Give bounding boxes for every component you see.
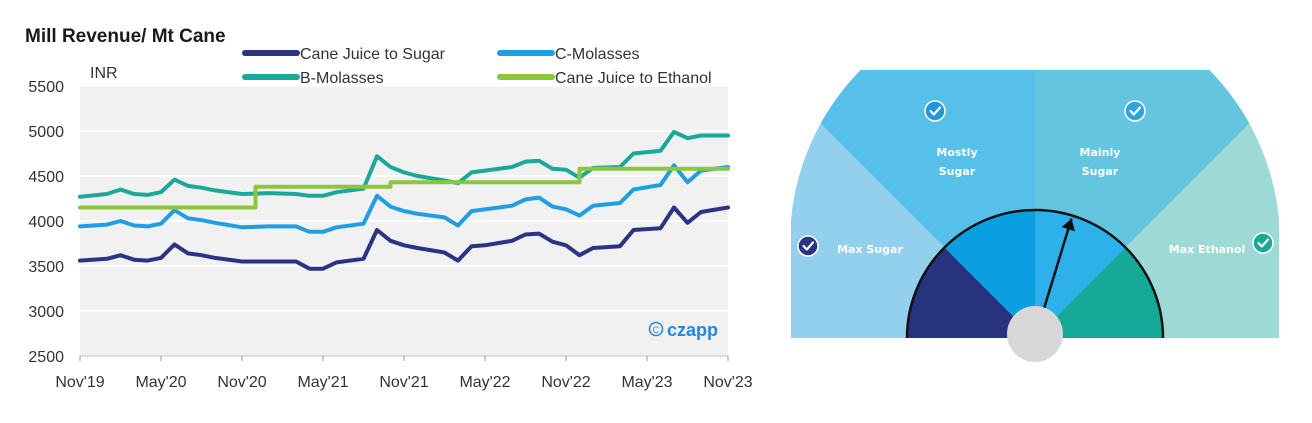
series-line-2	[78, 163, 730, 234]
x-tick-label: May'21	[297, 374, 348, 391]
gauge-dial-wedge	[944, 210, 1035, 338]
gauge-dial-wedge	[907, 247, 1035, 338]
mill-revenue-chart: Mill Revenue/ Mt Cane 2500 3000 3500 4000 45…	[25, 26, 753, 391]
legend-label: C-Molasses	[555, 46, 639, 63]
gauge-segment-label: Max Ethanol	[1169, 243, 1245, 256]
x-tick-label: Nov'21	[379, 374, 428, 391]
operating-mode-gauge: czapp Max SugarMostlySugarMainlySugarMax…	[791, 70, 1279, 362]
x-tick-label: Nov'20	[217, 374, 266, 391]
x-tick-label: May'20	[135, 374, 186, 391]
y-tick-label: 5000	[28, 124, 64, 141]
legend-label: B-Molasses	[300, 70, 384, 87]
y-tick-label: 4500	[28, 169, 64, 186]
gauge-needle	[1040, 218, 1073, 318]
x-axis: Nov'19 May'20 Nov'20 May'21 Nov'21 May'22 Nov'…	[55, 356, 753, 391]
y-tick-label: 3500	[28, 259, 64, 276]
x-tick-label: Nov'23	[703, 374, 752, 391]
copyright-glyph: C	[653, 325, 660, 335]
gauge-segment-label: Mainly	[1080, 146, 1121, 159]
check-icon	[797, 235, 819, 257]
legend: Cane Juice to Sugar C-Molasses B-Molasses C…	[242, 46, 712, 87]
legend-label: Cane Juice to Ethanol	[555, 70, 712, 87]
gauge-dial-wedge	[1035, 210, 1126, 338]
watermark: C czapp	[648, 320, 718, 340]
gauge-segment-label: Sugar	[939, 165, 976, 178]
y-tick-label: 2500	[28, 349, 64, 366]
y-axis: 2500 3000 3500 4000 4500 5000 5500	[28, 79, 64, 366]
gauge-segment-label: Max Sugar	[837, 243, 903, 256]
chart-title: Mill Revenue/ Mt Cane	[25, 26, 226, 47]
check-icon	[1252, 232, 1274, 254]
check-mark	[1129, 106, 1142, 116]
x-tick-label: May'23	[621, 374, 672, 391]
check-mark	[929, 106, 942, 116]
y-tick-label: 3000	[28, 304, 64, 321]
gauge-segment-label: Mostly	[936, 146, 977, 159]
x-tick-label: May'22	[459, 374, 510, 391]
y-axis-label: INR	[90, 65, 118, 82]
check-mark	[1257, 238, 1270, 248]
series-line-1	[78, 205, 730, 271]
series-line-4	[78, 166, 730, 210]
gauge-dial-arc	[905, 208, 1165, 339]
x-tick-label: Nov'22	[541, 374, 590, 391]
gauge-hub	[1007, 306, 1063, 362]
gauge-segment-label: Sugar	[1082, 165, 1119, 178]
copyright-icon	[648, 321, 664, 337]
y-tick-label: 4000	[28, 214, 64, 231]
y-tick-label: 5500	[28, 79, 64, 96]
watermark-text: czapp	[667, 320, 718, 340]
series-lines	[78, 129, 730, 271]
x-tick-label: Nov'19	[55, 374, 104, 391]
check-mark	[802, 241, 815, 251]
legend-label: Cane Juice to Sugar	[300, 46, 446, 63]
check-icon	[924, 100, 946, 122]
gauge-dial-wedge	[1035, 247, 1163, 338]
gauge-needle-head	[1061, 218, 1075, 232]
check-icon	[1124, 100, 1146, 122]
